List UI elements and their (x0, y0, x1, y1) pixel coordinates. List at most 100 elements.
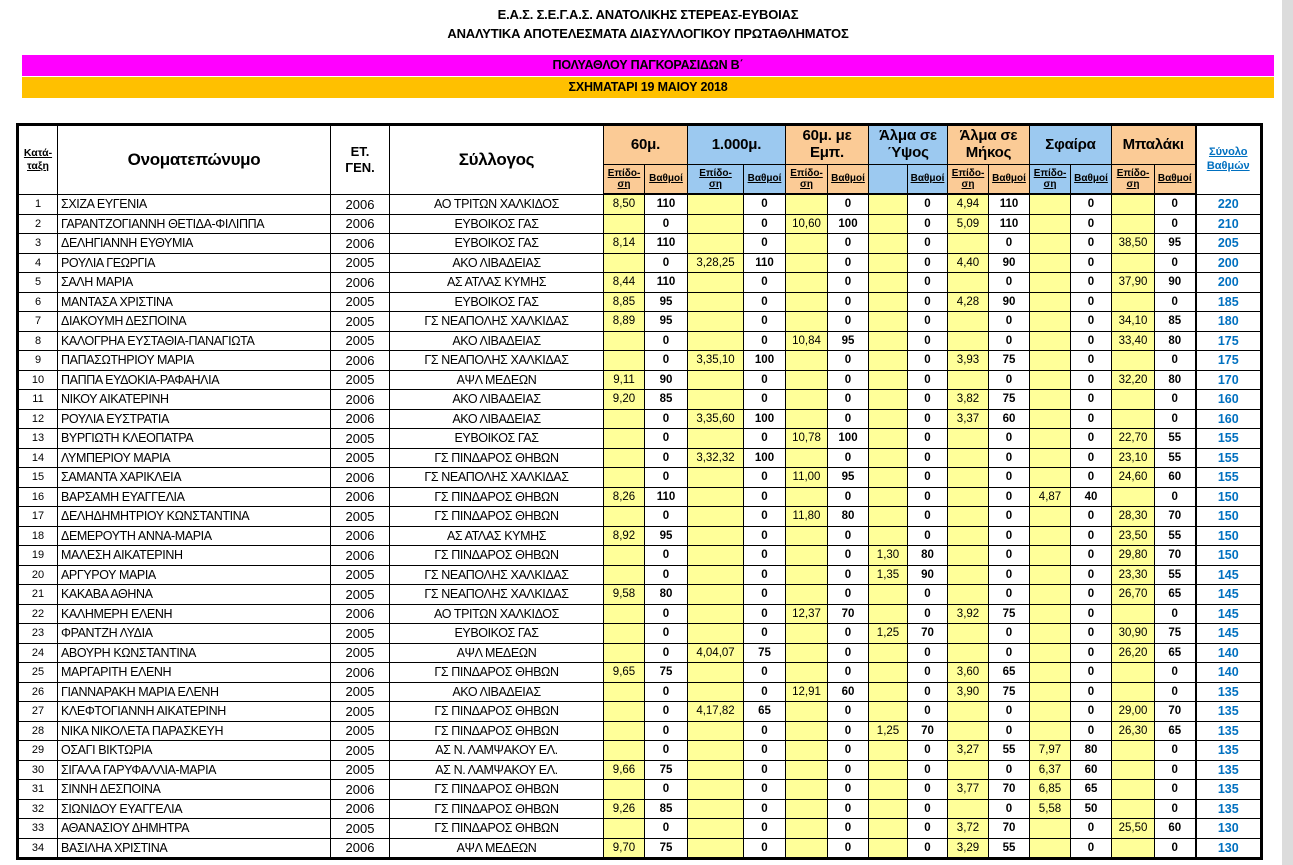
club-cell: ΑΣ ΑΤΛΑΣ ΚΥΜΗΣ (389, 272, 604, 293)
points-cell: 0 (907, 389, 948, 410)
performance-cell: 29,80 (1111, 545, 1155, 566)
name-cell: ΣΙΝΝΗ ΔΕΣΠΟΙΝΑ (57, 779, 331, 800)
rank-cell: 31 (17, 779, 58, 800)
club-cell: ΑΚΟ ΛΙΒΑΔΕΙΑΣ (389, 408, 604, 429)
performance-cell (603, 428, 645, 449)
rank-cell: 24 (17, 642, 58, 663)
performance-cell (1029, 467, 1071, 488)
club-cell: ΑΣ ΑΤΛΑΣ ΚΥΜΗΣ (389, 525, 604, 546)
event-header-2: 1.000μ. (687, 124, 786, 165)
total-points-cell: 155 (1194, 467, 1262, 488)
name-cell: ΒΑΡΣΑΜΗ ΕΥΑΓΓΕΛΙΑ (57, 486, 331, 507)
club-cell: ΑΟ ΤΡΙΤΩΝ ΧΑΛΚΙΔΟΣ (389, 193, 604, 215)
name-cell: ΚΛΕΦΤΟΓΙΑΝΝΗ ΑΙΚΑΤΕΡΙΝΗ (57, 701, 331, 722)
points-cell: 0 (1070, 272, 1112, 293)
performance-cell (1111, 252, 1155, 273)
points-cell: 0 (743, 681, 786, 702)
points-cell: 0 (644, 740, 688, 761)
points-cell: 0 (644, 350, 688, 371)
performance-cell (868, 584, 908, 605)
points-cell: 0 (907, 428, 948, 449)
points-cell: 0 (827, 193, 869, 215)
points-cell: 0 (1070, 447, 1112, 468)
performance-cell: 5,09 (947, 213, 989, 234)
performance-cell (1029, 369, 1071, 390)
points-subheader-6: Βαθμοί (1070, 164, 1112, 195)
table-row: 14 ΛΥΜΠΕΡΙΟΥ ΜΑΡΙΑ 2005 ΓΣ ΠΙΝΔΑΡΟΣ ΘΗΒΩΝ 0 3… (17, 447, 1262, 468)
performance-cell (868, 798, 908, 819)
table-row: 7 ΔΙΑΚΟΥΜΗ ΔΕΣΠΟΙΝΑ 2005 ΓΣ ΝΕΑΠΟΛΗΣ ΧΑΛΚΙΔ… (17, 311, 1262, 332)
points-cell: 0 (988, 486, 1030, 507)
points-cell: 0 (743, 603, 786, 624)
performance-cell (1029, 506, 1071, 527)
points-cell: 0 (1070, 506, 1112, 527)
performance-cell (1111, 291, 1155, 312)
total-points-cell: 185 (1194, 291, 1262, 312)
points-cell: 0 (1070, 408, 1112, 429)
rank-cell: 2 (17, 213, 58, 234)
performance-cell (687, 545, 744, 566)
performance-cell: 34,10 (1111, 311, 1155, 332)
performance-cell (1029, 350, 1071, 371)
year-cell: 2006 (330, 272, 390, 293)
points-cell: 0 (1154, 486, 1196, 507)
event-header-6: Σφαίρα (1029, 124, 1112, 165)
rank-cell: 8 (17, 330, 58, 351)
points-cell: 0 (743, 623, 786, 644)
points-cell: 95 (644, 311, 688, 332)
rank-cell: 21 (17, 584, 58, 605)
points-cell: 0 (644, 623, 688, 644)
performance-cell (687, 330, 744, 351)
performance-cell (603, 603, 645, 624)
total-points-cell: 135 (1194, 720, 1262, 741)
year-cell: 2006 (330, 193, 390, 215)
name-cell: ΚΑΛΗΜΕΡΗ ΕΛΕΝΗ (57, 603, 331, 624)
performance-cell (603, 642, 645, 663)
points-cell: 0 (907, 740, 948, 761)
table-row: 6 ΜΑΝΤΑΣΑ ΧΡΙΣΤΙΝΑ 2005 ΕΥΒΟΙΚΟΣ ΓΑΣ 8,85 95 0… (17, 291, 1262, 312)
points-cell: 0 (1070, 389, 1112, 410)
points-cell: 0 (827, 408, 869, 429)
points-cell: 80 (1154, 369, 1196, 390)
name-cell: ΔΕΛΗΔΗΜΗΤΡΙΟΥ ΚΩΝΣΤΑΝΤΙΝΑ (57, 506, 331, 527)
club-cell: ΕΥΒΟΙΚΟΣ ΓΑΣ (389, 623, 604, 644)
performance-cell (687, 525, 744, 546)
points-cell: 0 (907, 233, 948, 254)
performance-cell (947, 720, 989, 741)
points-cell: 0 (1154, 213, 1196, 234)
performance-cell: 4,87 (1029, 486, 1071, 507)
performance-cell: 26,20 (1111, 642, 1155, 663)
performance-cell (785, 701, 828, 722)
performance-cell (687, 584, 744, 605)
performance-cell: 8,85 (603, 291, 645, 312)
club-cell: ΓΣ ΠΙΝΔΑΡΟΣ ΘΗΒΩΝ (389, 798, 604, 819)
performance-cell: 3,82 (947, 389, 989, 410)
rank-cell: 27 (17, 701, 58, 722)
performance-cell (947, 525, 989, 546)
performance-cell: 8,14 (603, 233, 645, 254)
club-cell: ΓΣ ΝΕΑΠΟΛΗΣ ΧΑΛΚΙΔΑΣ (389, 564, 604, 585)
total-points-cell: 210 (1194, 213, 1262, 234)
performance-cell (785, 642, 828, 663)
performance-cell: 7,97 (1029, 740, 1071, 761)
performance-cell (947, 330, 989, 351)
performance-cell (947, 447, 989, 468)
performance-cell (785, 272, 828, 293)
performance-cell (687, 272, 744, 293)
performance-cell: 4,94 (947, 193, 989, 215)
performance-cell (947, 311, 989, 332)
points-cell: 0 (988, 720, 1030, 741)
performance-cell: 29,00 (1111, 701, 1155, 722)
performance-cell (1029, 720, 1071, 741)
points-cell: 0 (827, 525, 869, 546)
points-cell: 110 (644, 272, 688, 293)
performance-cell (687, 759, 744, 780)
performance-cell: 3,29 (947, 837, 989, 859)
performance-cell: 1,30 (868, 545, 908, 566)
points-cell: 0 (988, 506, 1030, 527)
performance-cell: 1,25 (868, 623, 908, 644)
performance-cell (1029, 447, 1071, 468)
rank-cell: 22 (17, 603, 58, 624)
performance-cell (868, 837, 908, 859)
